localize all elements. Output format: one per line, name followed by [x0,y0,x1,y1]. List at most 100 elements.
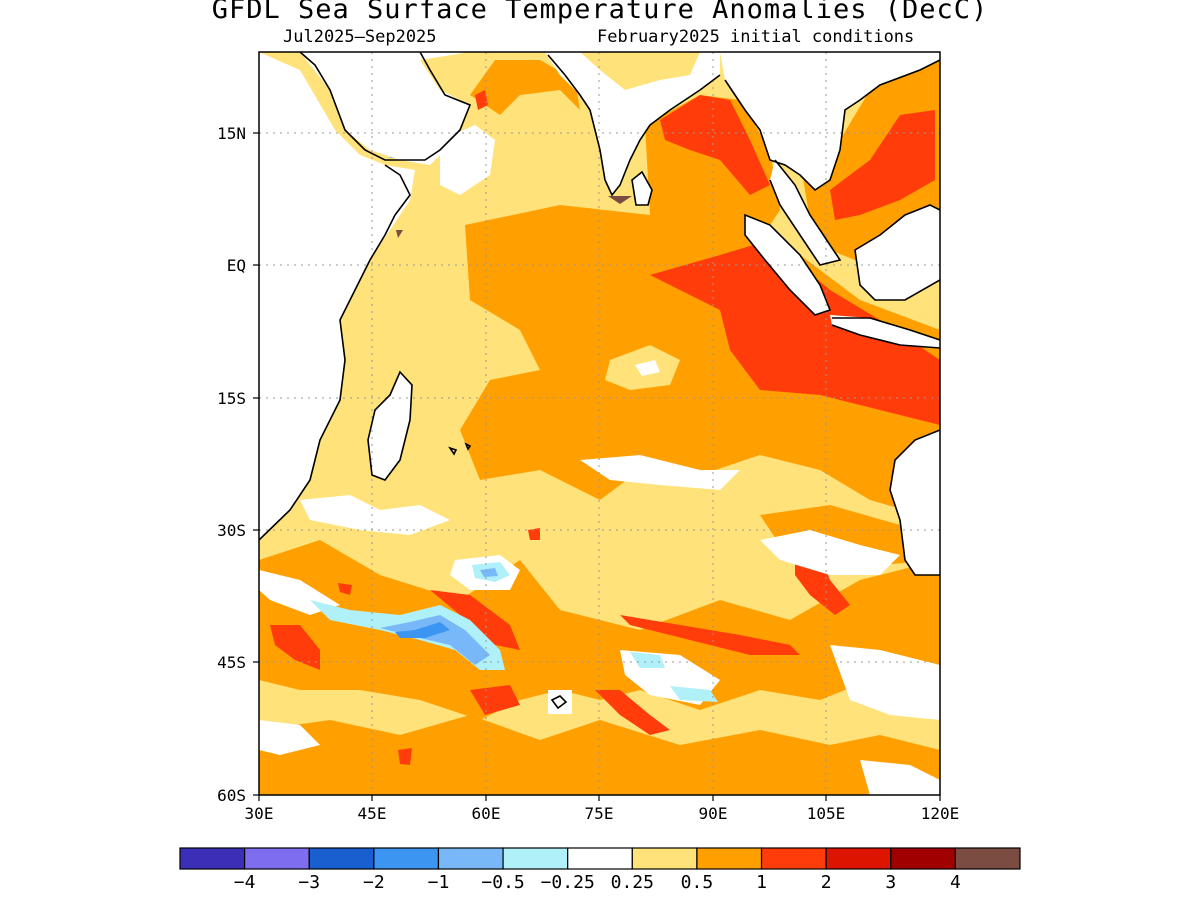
colorbar-label: 0.5 [681,872,714,893]
land-africa-arabia [259,52,470,540]
y-tick-label: 45S [217,653,246,672]
strong-warm-sumatra-java [650,240,940,425]
colorbar-label: 4 [950,872,961,893]
colorbar-swatch [954,847,1021,870]
colorbar-swatch [760,847,827,870]
neutral-south-5 [860,760,940,795]
forecast-period: Jul2025–Sep2025 [283,27,437,47]
strong-warm-southern-band-2 [620,615,800,655]
land-borneo [855,205,940,300]
colorbar-swatch [437,847,504,870]
coastline-sri-lanka [631,170,653,206]
strong-warm-bay-of-bengal [660,95,770,195]
neutral-south-band-2 [300,495,450,535]
colorbar-label: −0.5 [481,872,524,893]
colorbar-label: −0.25 [541,872,595,893]
extreme-warm-marker-1 [608,196,632,204]
colorbar-swatch [567,847,633,870]
colorbar-label: −4 [234,872,256,893]
colorbar-swatch [631,847,698,870]
colorbar-swatch [890,847,956,870]
land-southeast-asia [720,52,940,190]
strong-warm-far-south [398,748,412,765]
colorbar-swatch [179,847,246,870]
y-tick-label: 15N [217,124,246,143]
x-tick-label: 105E [807,804,846,823]
colorbar-swatch [373,847,440,870]
strong-warm-southeast-2 [470,685,520,715]
coastline-java [831,317,940,349]
cool-patch-south [630,652,665,668]
y-axis-labels: 15N EQ 15S 30S 45S 60S [217,124,246,805]
neutral-arabian-sea [440,125,495,195]
coastline-africa-arabia [259,52,472,541]
colorbar-label: −3 [298,872,320,893]
land-java [830,315,940,348]
colorbar-swatch [696,847,763,870]
coastline-kerguelen [550,695,568,710]
neutral-central-dot [635,360,660,376]
colorbar-swatch [825,847,892,870]
strong-warm-small-1 [528,528,540,540]
colorbar-swatch [244,847,310,870]
cool-core-southwest [395,622,450,638]
cool-patch-mid-core [480,568,498,577]
colorbar-label: 3 [885,872,896,893]
warm-region-far-south [259,715,940,795]
x-tick-label: 60E [472,804,501,823]
neutral-south-east-2 [830,645,940,720]
colorbar-label: 0.25 [611,872,654,893]
land-sri-lanka [632,172,652,205]
colorbar: −4 −3 −2 −1 −0.5 −0.25 0.25 0.5 1 2 3 4 [179,847,1021,893]
strong-warm-south-china-sea [830,110,935,220]
coastline-southeast-asia [724,59,940,192]
extreme-warm-marker-2 [396,230,403,238]
coastlines [259,52,940,710]
x-tick-label: 45E [358,804,387,823]
x-axis-labels: 30E 45E 60E 75E 90E 105E 120E [245,804,960,823]
colorbar-label: −2 [363,872,385,893]
cool-patch-south-2 [670,686,718,702]
land-kerguelen [548,690,572,714]
colorbar-label: 1 [756,872,767,893]
initial-conditions: February2025 initial conditions [597,27,915,47]
mod-cool-region-southwest [380,615,490,665]
strong-warm-southern-band-1 [430,590,520,650]
coastline-sumatra [744,213,832,316]
y-tick-label: 15S [217,389,246,408]
warm-region-central-ocean [460,200,940,520]
coastline-malay [769,159,842,266]
land-sumatra [745,215,830,315]
coastline-mauritius [448,442,472,456]
strong-warm-small-2 [338,583,352,595]
y-tick-label: 60S [217,786,246,805]
strong-warm-southeast-3 [595,690,670,735]
colorbar-swatch [502,847,569,870]
coastline-madagascar [367,370,413,481]
land-malay-peninsula [770,160,840,265]
x-tick-label: 120E [921,804,960,823]
coastline-australia [889,429,940,576]
map-title: GFDL Sea Surface Temperature Anomalies (… [211,0,989,25]
coastline-borneo [854,204,940,301]
coastline-india [547,54,721,197]
strong-warm-southeast-1 [795,555,850,615]
warm-region-arabian-north [470,60,580,115]
strong-warm-arabian-patch [475,90,488,110]
warm-region-southern-ocean [259,540,940,720]
y-tick-label: 30S [217,521,246,540]
neutral-south-band-1 [580,455,740,490]
colorbar-label: −1 [428,872,450,893]
colorbar-swatch [308,847,375,870]
strong-warm-southwest [270,625,320,670]
x-tick-label: 30E [245,804,274,823]
land-india [545,52,720,195]
x-tick-label: 75E [585,804,614,823]
graticule [259,52,940,795]
y-tick-label: EQ [227,256,246,275]
neutral-south-4 [259,720,320,755]
neutral-southeast [760,530,900,575]
colorbar-label: 2 [821,872,832,893]
axis-ticks [253,132,941,801]
